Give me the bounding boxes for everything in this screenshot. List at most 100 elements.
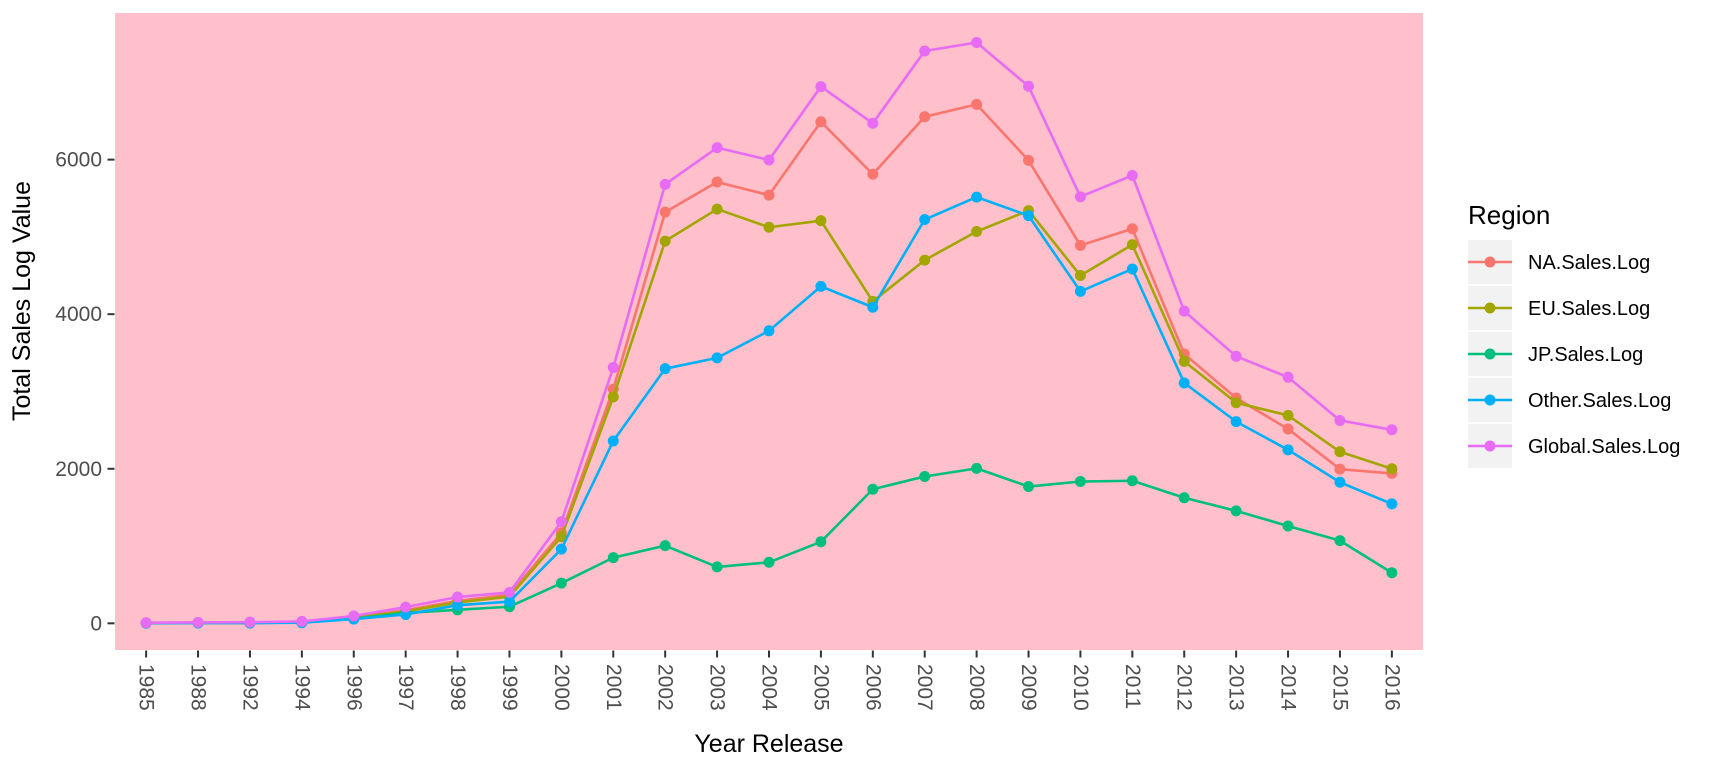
x-tick-label: 2011: [1121, 664, 1144, 709]
data-point: [1230, 397, 1242, 409]
data-point: [1074, 239, 1086, 251]
data-point: [711, 176, 723, 188]
legend-entries: NA.Sales.Log EU.Sales.Log JP.Sales.Log Othe…: [1468, 240, 1680, 468]
data-point: [1334, 476, 1346, 488]
x-tick-label: 1985: [135, 664, 158, 711]
data-point: [400, 601, 412, 613]
x-tick-label: 2000: [550, 664, 573, 711]
data-point: [919, 254, 931, 266]
data-point: [1386, 498, 1398, 510]
legend-entry-eu-sales-log: EU.Sales.Log: [1468, 286, 1650, 330]
data-point: [1126, 239, 1138, 251]
data-point: [711, 352, 723, 364]
data-point: [659, 235, 671, 247]
data-point: [1074, 476, 1086, 488]
data-point: [1178, 305, 1190, 317]
data-point: [192, 616, 204, 628]
x-tick-label: 2002: [654, 664, 677, 711]
x-tick-label: 2005: [809, 664, 832, 711]
data-point: [1023, 210, 1035, 222]
data-point: [971, 462, 983, 474]
data-point: [1230, 505, 1242, 517]
x-tick-label: 2007: [913, 664, 936, 711]
data-point: [867, 168, 879, 180]
data-point: [763, 189, 775, 201]
x-tick-label: 2008: [965, 664, 988, 711]
series-global-sales-log: [140, 37, 1398, 629]
x-axis-title: Year Release: [694, 730, 843, 758]
x-tick-label: 1992: [238, 664, 261, 711]
legend-entry-global-sales-log: Global.Sales.Log: [1468, 424, 1680, 468]
data-point: [607, 391, 619, 403]
data-point: [763, 556, 775, 568]
legend-label: Global.Sales.Log: [1528, 436, 1680, 458]
x-tick-label: 2006: [861, 664, 884, 711]
data-point: [1334, 414, 1346, 426]
data-point: [971, 191, 983, 203]
data-point: [919, 214, 931, 226]
data-point: [659, 206, 671, 218]
data-point: [763, 325, 775, 337]
data-point: [763, 221, 775, 233]
data-point: [503, 586, 515, 598]
data-point: [1126, 475, 1138, 487]
legend-swatch-dot: [1484, 394, 1496, 406]
data-point: [1386, 424, 1398, 436]
x-tick-label: 2004: [758, 664, 781, 711]
data-point: [555, 577, 567, 589]
data-point: [607, 362, 619, 374]
data-point: [1282, 444, 1294, 456]
data-point: [555, 516, 567, 528]
data-point: [1126, 169, 1138, 181]
data-point: [711, 203, 723, 215]
data-point: [659, 178, 671, 190]
data-point: [348, 610, 360, 622]
data-point: [1334, 535, 1346, 547]
legend-label: Other.Sales.Log: [1528, 390, 1671, 412]
legend-swatch-dot: [1484, 440, 1496, 452]
x-tick-label: 1994: [290, 664, 313, 711]
data-point: [1282, 409, 1294, 421]
axis-ticks: 0 2000 4000 6000 1985 1988 1992 1994 1996 1997 199…: [55, 149, 1403, 711]
x-tick-label: 2010: [1069, 664, 1092, 711]
data-point: [1282, 423, 1294, 435]
y-tick-label: 6000: [55, 149, 102, 172]
data-point: [1023, 481, 1035, 493]
legend-label: EU.Sales.Log: [1528, 298, 1650, 320]
data-point: [452, 591, 464, 603]
data-point: [1230, 416, 1242, 428]
data-point: [296, 615, 308, 627]
y-tick-label: 0: [90, 612, 102, 635]
data-point: [503, 596, 515, 608]
legend-swatch-dot: [1484, 302, 1496, 314]
data-point: [555, 531, 567, 543]
data-point: [815, 116, 827, 128]
data-point: [1126, 223, 1138, 235]
data-point: [607, 435, 619, 447]
data-point: [1230, 350, 1242, 362]
data-point: [659, 363, 671, 375]
legend-entry-jp-sales-log: JP.Sales.Log: [1468, 332, 1643, 376]
y-tick-label: 4000: [55, 303, 102, 326]
x-tick-label: 2003: [706, 664, 729, 711]
legend-label: NA.Sales.Log: [1528, 252, 1650, 274]
data-point: [1126, 263, 1138, 275]
legend-entry-other-sales-log: Other.Sales.Log: [1468, 378, 1671, 422]
legend-title: Region: [1468, 200, 1550, 230]
data-point: [607, 552, 619, 564]
data-point: [1178, 377, 1190, 389]
x-tick-label: 2001: [602, 664, 625, 711]
data-point: [1023, 80, 1035, 92]
data-point: [1074, 285, 1086, 297]
x-tick-label: 2013: [1225, 664, 1248, 711]
data-point: [659, 540, 671, 552]
data-point: [1386, 463, 1398, 475]
series-layer: [140, 37, 1398, 629]
legend-entry-na-sales-log: NA.Sales.Log: [1468, 240, 1650, 284]
data-point: [1178, 492, 1190, 504]
x-tick-label: 2009: [1017, 664, 1040, 711]
data-point: [815, 215, 827, 227]
data-point: [971, 225, 983, 237]
